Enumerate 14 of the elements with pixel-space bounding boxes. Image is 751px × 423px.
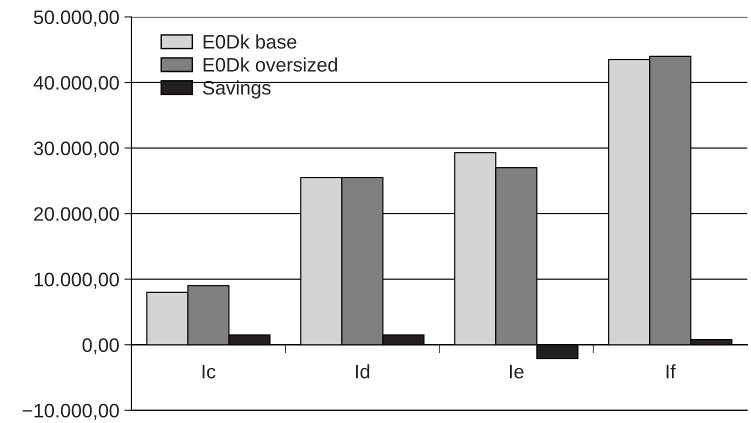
legend-label: Savings: [202, 80, 271, 99]
x-tick-label: Ic: [202, 364, 216, 378]
x-tick-label: If: [666, 364, 676, 378]
legend-label: E0Dk base: [204, 34, 296, 49]
y-tick-label: 30.000,00: [34, 142, 119, 158]
x-tick-label: Id: [356, 364, 370, 378]
y-tick-label: 10.000,00: [34, 272, 119, 289]
x-tick-label: Ie: [510, 364, 524, 378]
legend-label: E0Dk oversized: [204, 57, 337, 72]
y-tick-label: 0,00: [82, 338, 119, 354]
y-tick-label: 50.000,00: [34, 10, 119, 26]
y-tick-label: −10.000,00: [22, 404, 119, 420]
y-tick-label: 20.000,00: [34, 207, 119, 224]
y-tick-label: 40.000,00: [34, 76, 119, 92]
